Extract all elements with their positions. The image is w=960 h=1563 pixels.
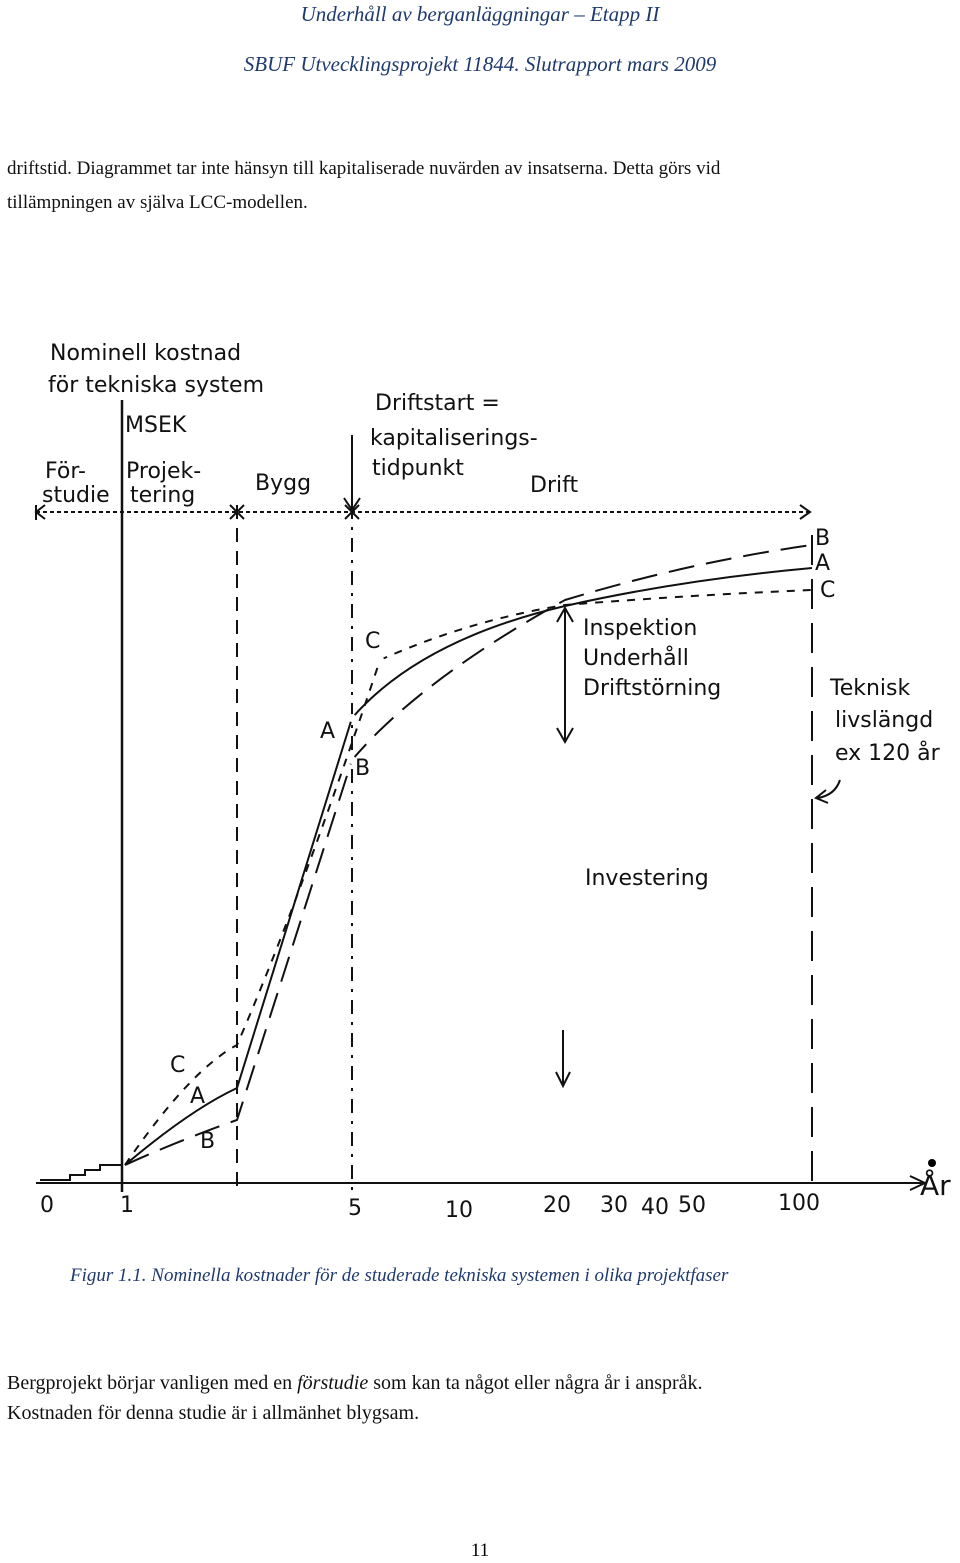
text: som kan ta något eller några år i ansprå… (368, 1372, 703, 1394)
caption: Figur 1.1. Nominella kostnader för de st… (70, 1265, 729, 1286)
intro-line: driftstid. Diagrammet tar inte hänsyn ti… (7, 158, 721, 179)
curve-letter: A (815, 551, 830, 576)
body-line: Kostnaden för denna studie är i allmänhe… (7, 1402, 420, 1424)
phase: Drift (530, 473, 578, 498)
curve-letter: B (200, 1129, 215, 1154)
unit: MSEK (125, 413, 187, 438)
note: ex 120 år (835, 740, 941, 766)
curve-letter: B (815, 526, 830, 551)
curve-letter: A (190, 1084, 205, 1109)
header-line: SBUF Utvecklingsprojekt 11844. Slutrappo… (243, 52, 717, 76)
x-tick-label: 100 (778, 1191, 820, 1216)
page-number: 11 (470, 1540, 490, 1561)
curve-letter: C (365, 629, 380, 654)
x-tick-label: 40 (641, 1195, 669, 1220)
curve-letter: A (320, 719, 335, 744)
text: Bergprojekt börjar vanligen med en (7, 1372, 298, 1394)
note: Investering (585, 866, 709, 891)
x-tick-label: 20 (543, 1193, 571, 1218)
x-tick-label: 1 (120, 1193, 134, 1218)
text: förstudie (297, 1372, 369, 1394)
phase: För- (45, 459, 86, 484)
note: Teknisk (829, 676, 910, 701)
note: Inspektion (583, 616, 697, 641)
phase: tidpunkt (372, 456, 464, 481)
axis-label: Nominell kostnad (50, 341, 241, 366)
note: livslängd (835, 708, 933, 733)
curve-letter: B (355, 756, 370, 781)
figure-lines (34, 400, 936, 1192)
phase: tering (130, 483, 195, 508)
note: Underhåll (583, 645, 689, 671)
note: Driftstörning (583, 676, 721, 701)
phase: Bygg (255, 471, 311, 496)
phase: Projek- (126, 459, 201, 484)
curve-letter: C (820, 578, 835, 603)
x-axis-label: År (920, 1168, 951, 1202)
curve-letter: C (170, 1053, 185, 1078)
phase: kapitaliserings- (370, 426, 538, 451)
body-line: Bergprojekt börjar vanligen med en först… (7, 1372, 703, 1395)
x-tick-label: 5 (348, 1196, 362, 1221)
x-tick-label: 30 (600, 1193, 628, 1218)
header-line: Underhåll av berganläggningar – Etapp II (300, 2, 660, 26)
intro-line: tillämpningen av själva LCC-modellen. (7, 192, 308, 213)
x-tick-label: 50 (678, 1193, 706, 1218)
phase: studie (42, 483, 110, 508)
phase: Driftstart = (375, 391, 500, 416)
x-tick-label: 0 (40, 1193, 54, 1218)
axis-label: för tekniska system (48, 373, 264, 398)
figure: Nominell kostnad för tekniska system MSE… (34, 341, 951, 1223)
x-tick-label: 10 (445, 1198, 473, 1223)
